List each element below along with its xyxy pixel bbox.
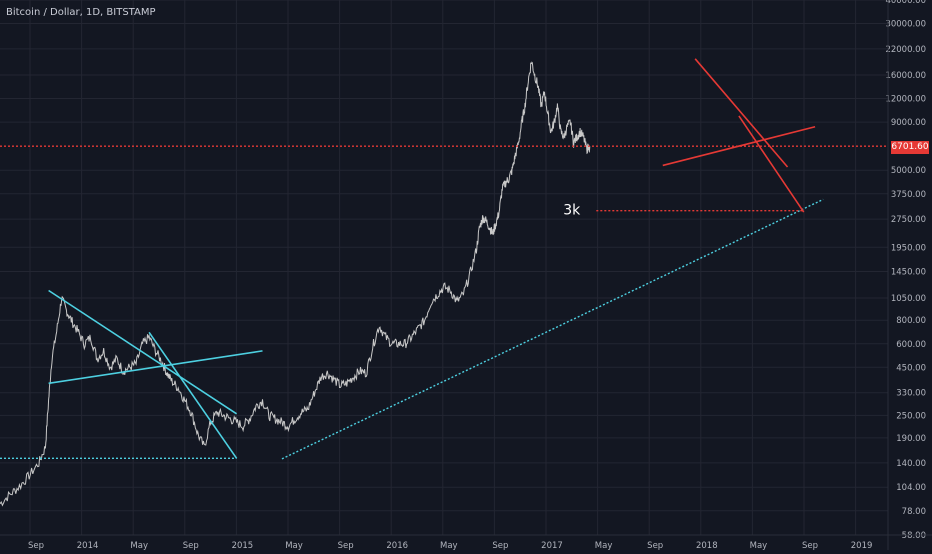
cyan-trendline-solid	[148, 331, 238, 459]
x-tick-label: May	[285, 541, 303, 550]
y-tick-label: 140.00	[896, 459, 926, 469]
price-series-line	[0, 61, 591, 507]
x-tick-label: May	[595, 541, 613, 550]
current-price-badge: 6701.60	[891, 141, 929, 154]
y-tick-label: 3750.00	[891, 190, 926, 200]
x-tick-label: Sep	[28, 541, 44, 550]
red-trendline-solid	[662, 125, 816, 167]
y-tick-label: 1450.00	[891, 268, 926, 278]
y-tick-label: 16000.00	[885, 71, 926, 81]
cyan-trendline-solid	[48, 289, 238, 415]
y-tick-label: 104.00	[896, 483, 926, 493]
x-tick-label: May	[440, 541, 458, 550]
y-tick-label: 2750.00	[891, 215, 926, 225]
cyan-trendline-dotted	[281, 198, 824, 460]
y-tick-label: 30000.00	[885, 20, 926, 30]
y-tick-label: 1950.00	[891, 243, 926, 253]
x-tick-label: 2015	[232, 541, 254, 550]
chart-title: Bitcoin / Dollar, 1D, BITSTAMP	[6, 7, 156, 18]
x-tick-label: 2018	[696, 541, 718, 550]
y-tick-label: 78.00	[902, 507, 926, 517]
y-tick-label: 58.00	[902, 531, 926, 541]
y-tick-label: 190.00	[896, 434, 926, 444]
x-tick-label: 2016	[386, 541, 408, 550]
x-tick-label: Sep	[338, 541, 354, 550]
x-tick-label: 2019	[851, 541, 873, 550]
y-tick-label: 1050.00	[891, 294, 926, 304]
y-tick-label: 5000.00	[891, 166, 926, 176]
x-tick-label: Sep	[802, 541, 818, 550]
x-tick-label: Sep	[183, 541, 199, 550]
red-trendline-solid	[694, 58, 789, 168]
y-tick-label: 40000.00	[885, 0, 926, 6]
y-tick-label: 330.00	[896, 389, 926, 399]
y-tick-label: 9000.00	[891, 118, 926, 128]
y-tick-label: 12000.00	[885, 95, 926, 105]
y-tick-label: 22000.00	[885, 45, 926, 55]
y-tick-label: 600.00	[896, 340, 926, 350]
x-tick-label: 2014	[77, 541, 99, 550]
y-tick-label: 250.00	[896, 411, 926, 421]
y-tick-label: 450.00	[896, 363, 926, 373]
y-tick-label: 800.00	[896, 316, 926, 326]
cyan-trendline-solid	[48, 350, 263, 385]
x-tick-label: Sep	[492, 541, 508, 550]
x-tick-label: May	[130, 541, 148, 550]
x-tick-label: May	[750, 541, 768, 550]
red-trendline-solid	[738, 115, 805, 213]
x-tick-label: 2017	[541, 541, 563, 550]
x-tick-label: Sep	[647, 541, 663, 550]
annotation-label: 3k	[563, 203, 581, 219]
